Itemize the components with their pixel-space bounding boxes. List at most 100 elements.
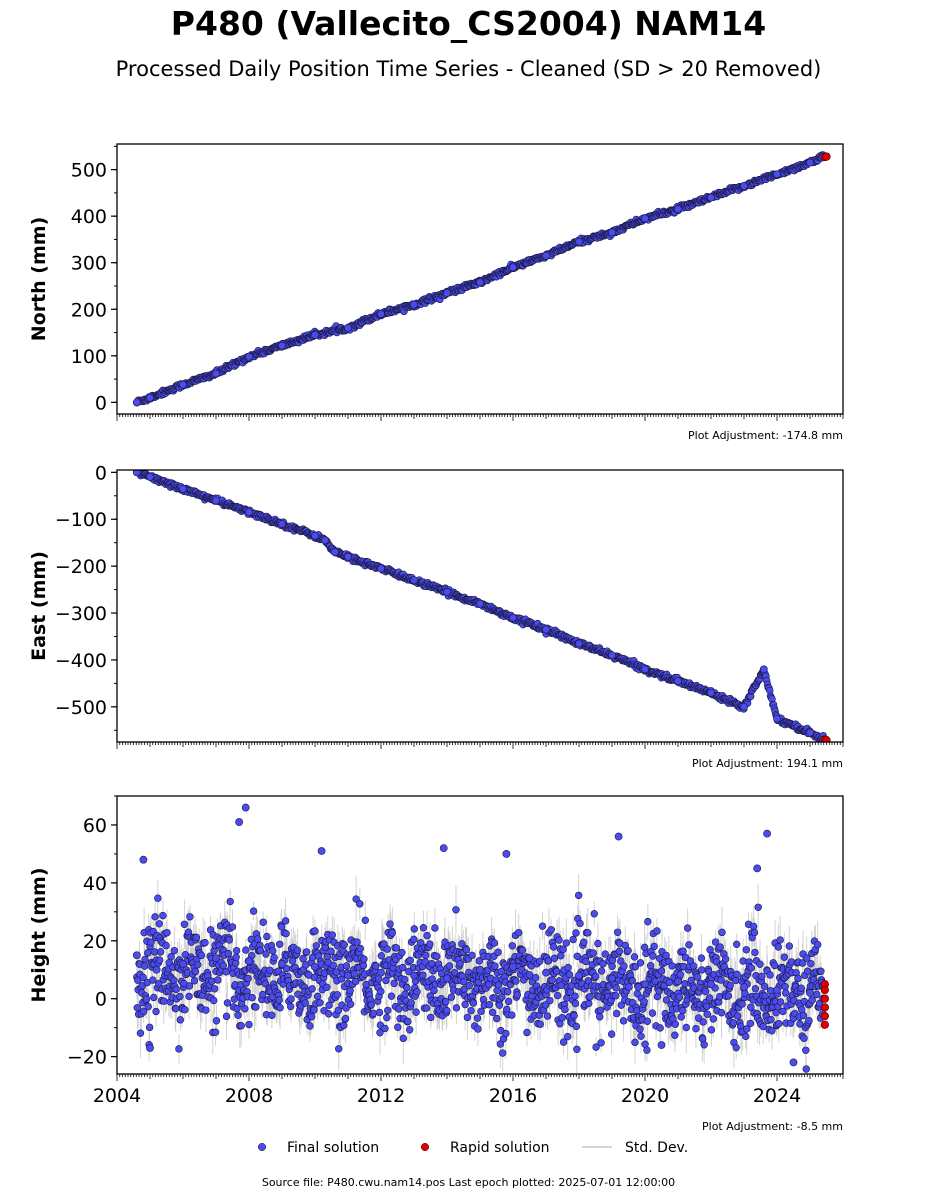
final-solution-point	[311, 962, 319, 971]
rapid-solution-point	[820, 1011, 829, 1021]
final-solution-point	[575, 237, 583, 246]
final-solution-point	[245, 957, 253, 965]
y-tick-label: 0	[95, 462, 107, 484]
final-solution-point	[344, 552, 352, 561]
y-tick-label: −400	[55, 650, 107, 672]
final-solution-point	[614, 832, 623, 841]
final-solution-point	[608, 228, 616, 237]
final-solution-point	[410, 971, 418, 980]
x-tick-label: 2012	[357, 1085, 405, 1107]
final-solution-point	[179, 380, 187, 389]
final-solution-point	[773, 986, 781, 994]
source-footer: Source file: P480.cwu.nam14.pos Last epo…	[261, 1176, 676, 1189]
y-tick-label: 40	[83, 873, 107, 895]
final-solution-point	[789, 1058, 798, 1067]
final-solution-point	[740, 702, 748, 711]
final-solution-point	[344, 971, 352, 980]
final-solution-point	[641, 665, 649, 674]
final-solution-point	[235, 818, 243, 826]
final-solution-point	[439, 844, 448, 853]
final-solution-point	[542, 251, 550, 260]
chart-subtitle: Processed Daily Position Time Series - C…	[115, 57, 822, 81]
y-tick-label: 200	[71, 299, 107, 321]
legend-item: Std. Dev.	[582, 1140, 688, 1156]
final-solution-point	[674, 205, 682, 214]
final-solution-point	[330, 548, 339, 556]
final-solution-point	[212, 954, 220, 963]
final-solution-point	[674, 977, 682, 986]
final-solution-point	[641, 214, 649, 223]
final-solution-point	[707, 980, 715, 989]
final-solution-point	[146, 1044, 154, 1052]
final-solution-point	[608, 651, 616, 660]
plot-adjustment-label: Plot Adjustment: -174.8 mm	[688, 429, 843, 442]
x-tick-label: 2020	[621, 1085, 669, 1107]
final-solution-point	[212, 369, 220, 378]
final-solution-point	[753, 864, 762, 873]
y-axis-label: North (mm)	[28, 217, 50, 342]
final-solution-point	[509, 962, 517, 971]
rapid-solution-point	[822, 736, 831, 742]
legend-marker	[420, 1142, 430, 1152]
final-solution-point	[509, 613, 517, 622]
final-solution-point	[759, 665, 768, 674]
final-solution-point	[212, 496, 220, 505]
y-axis-label: Height (mm)	[28, 867, 50, 1002]
final-solution-point	[806, 989, 814, 997]
rapid-solution-point	[820, 994, 829, 1003]
y-tick-label: 0	[95, 989, 107, 1011]
y-tick-label: −20	[67, 1047, 107, 1069]
legend-marker	[257, 1142, 267, 1152]
final-solution-point	[773, 714, 781, 723]
final-solution-point	[763, 829, 771, 838]
plot-adjustment-label: Plot Adjustment: 194.1 mm	[692, 757, 843, 770]
final-solution-point	[241, 803, 250, 812]
final-solution-point	[525, 954, 534, 963]
final-solution-point	[146, 473, 154, 481]
final-solution-point	[377, 968, 385, 977]
final-solution-point	[278, 520, 286, 528]
y-tick-label: −500	[55, 697, 107, 719]
final-solution-point	[179, 960, 187, 968]
final-solution-point	[806, 158, 814, 167]
final-solution-point	[320, 536, 329, 545]
y-tick-label: 0	[95, 392, 107, 414]
final-solution-point	[608, 974, 616, 983]
legend-item: Rapid solution	[420, 1140, 550, 1156]
final-solution-point	[410, 300, 418, 309]
final-solution-point	[502, 850, 511, 858]
final-solution-point	[443, 289, 451, 297]
final-solution-point	[132, 951, 141, 960]
y-tick-label: 60	[83, 815, 107, 837]
final-solution-point	[707, 193, 715, 202]
final-solution-point	[657, 1041, 666, 1049]
final-solution-point	[740, 983, 748, 992]
rapid-solution-point	[820, 1020, 829, 1029]
final-solution-point	[740, 181, 748, 190]
final-solution-point	[410, 576, 418, 585]
y-tick-label: −200	[55, 556, 107, 578]
final-solution-point	[476, 965, 484, 974]
y-tick-label: 300	[71, 253, 107, 275]
panel-3: −20 0 20 40 60 2004 2008 2012 2016 2020 2024 Height…	[28, 795, 844, 1133]
y-tick-label: 20	[83, 931, 107, 953]
final-solution-point	[641, 980, 649, 989]
x-tick-label: 2004	[93, 1085, 141, 1107]
final-solution-point	[542, 968, 550, 977]
final-solution-point	[634, 983, 643, 992]
final-solution-point	[311, 330, 319, 339]
panel-2: −500 −400 −300 −200 −100 0 East (mm) Plot Adjus…	[28, 462, 844, 770]
y-tick-label: −300	[55, 603, 107, 625]
final-solution-point	[278, 341, 286, 350]
final-solution-point	[707, 688, 715, 697]
final-solution-point	[377, 310, 385, 318]
final-solution-point	[674, 677, 682, 685]
final-solution-cloud	[133, 891, 827, 1073]
rapid-solution-point	[820, 985, 829, 995]
final-solution-point	[476, 278, 484, 287]
legend-label: Rapid solution	[450, 1140, 550, 1156]
legend-label: Std. Dev.	[625, 1140, 688, 1156]
final-solution-point	[139, 855, 148, 864]
final-solution-point	[132, 398, 141, 407]
